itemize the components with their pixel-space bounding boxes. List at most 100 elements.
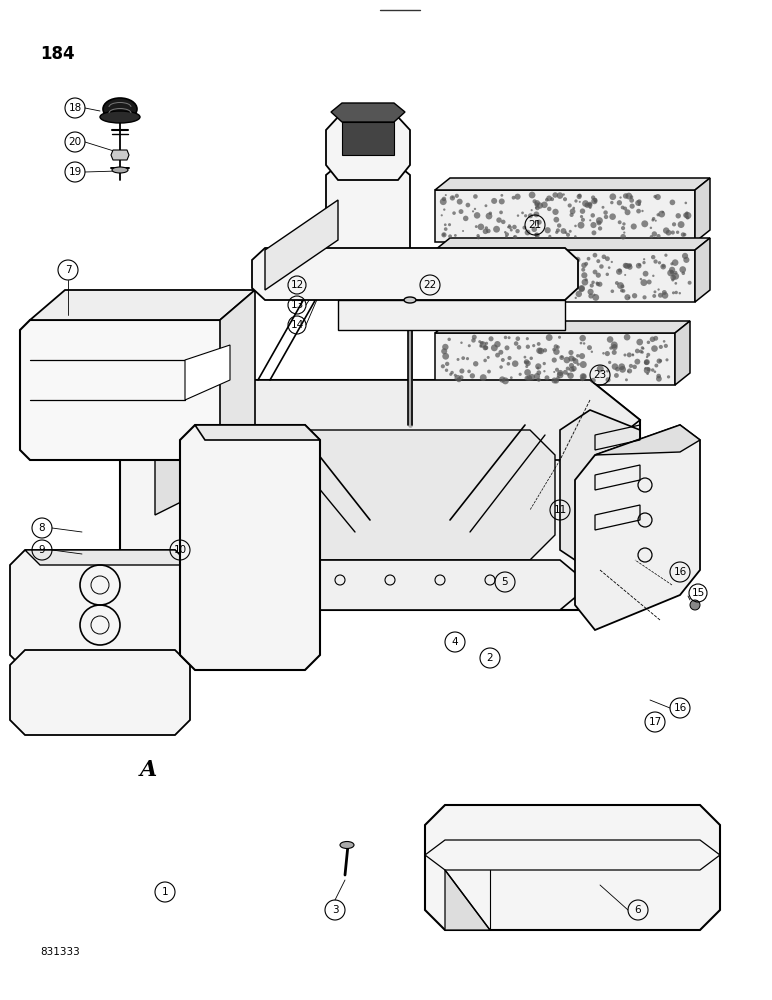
Circle shape: [505, 345, 510, 350]
Circle shape: [506, 261, 509, 263]
Circle shape: [565, 270, 567, 273]
Polygon shape: [195, 425, 320, 440]
Circle shape: [570, 209, 575, 214]
Circle shape: [469, 373, 475, 379]
Circle shape: [452, 262, 455, 265]
Text: 16: 16: [673, 567, 686, 577]
Circle shape: [542, 274, 546, 278]
Circle shape: [573, 358, 578, 364]
Circle shape: [662, 290, 667, 295]
Circle shape: [537, 342, 540, 346]
Circle shape: [635, 200, 641, 206]
Circle shape: [455, 273, 459, 276]
Circle shape: [535, 233, 540, 238]
Circle shape: [463, 216, 469, 221]
Circle shape: [558, 336, 561, 339]
Circle shape: [513, 235, 517, 239]
Circle shape: [567, 372, 574, 379]
Circle shape: [489, 212, 492, 215]
Text: 14: 14: [290, 320, 303, 330]
Circle shape: [550, 197, 554, 201]
Circle shape: [448, 338, 451, 341]
Circle shape: [627, 368, 632, 374]
Circle shape: [507, 356, 512, 360]
Circle shape: [458, 266, 462, 270]
Circle shape: [623, 193, 628, 199]
Circle shape: [642, 271, 648, 277]
Circle shape: [485, 204, 487, 207]
Circle shape: [445, 194, 447, 196]
Circle shape: [513, 236, 516, 238]
Circle shape: [621, 206, 625, 209]
Circle shape: [652, 275, 655, 277]
Circle shape: [642, 295, 647, 299]
Circle shape: [644, 360, 649, 365]
Circle shape: [567, 373, 570, 376]
Circle shape: [457, 199, 462, 205]
Circle shape: [615, 281, 619, 285]
Circle shape: [461, 273, 465, 276]
Circle shape: [516, 345, 521, 350]
Circle shape: [515, 194, 520, 200]
Circle shape: [608, 361, 611, 364]
Circle shape: [445, 362, 449, 366]
Circle shape: [581, 377, 584, 381]
Polygon shape: [595, 425, 700, 455]
Polygon shape: [20, 320, 230, 460]
Circle shape: [555, 368, 559, 372]
Circle shape: [471, 338, 476, 343]
Circle shape: [541, 271, 545, 275]
Circle shape: [533, 199, 537, 203]
Circle shape: [665, 230, 672, 236]
Polygon shape: [695, 238, 710, 302]
Circle shape: [572, 357, 576, 361]
Circle shape: [569, 363, 574, 368]
Circle shape: [660, 264, 666, 269]
Circle shape: [516, 214, 520, 217]
Circle shape: [463, 274, 467, 278]
Circle shape: [581, 268, 585, 272]
Circle shape: [581, 374, 586, 379]
Circle shape: [644, 359, 650, 365]
Circle shape: [593, 253, 598, 258]
Circle shape: [631, 223, 637, 230]
Circle shape: [611, 350, 617, 355]
Circle shape: [472, 210, 474, 212]
Circle shape: [537, 370, 541, 375]
Circle shape: [498, 288, 499, 290]
Circle shape: [569, 290, 571, 292]
Circle shape: [506, 362, 510, 366]
Circle shape: [494, 341, 501, 347]
Circle shape: [556, 228, 560, 232]
Circle shape: [614, 373, 619, 378]
Circle shape: [533, 211, 540, 217]
Circle shape: [589, 219, 591, 221]
Circle shape: [499, 198, 505, 204]
Polygon shape: [220, 290, 255, 460]
Circle shape: [452, 211, 455, 215]
Text: 15: 15: [692, 588, 705, 598]
Circle shape: [479, 341, 486, 348]
Circle shape: [526, 294, 531, 299]
Circle shape: [543, 277, 547, 281]
Circle shape: [595, 281, 599, 285]
Circle shape: [629, 198, 634, 203]
Circle shape: [609, 213, 616, 220]
Circle shape: [646, 353, 650, 357]
Text: 23: 23: [594, 370, 607, 380]
Circle shape: [641, 351, 644, 354]
Circle shape: [683, 257, 689, 263]
Circle shape: [683, 212, 689, 218]
Circle shape: [627, 264, 631, 268]
Circle shape: [530, 209, 533, 211]
Circle shape: [543, 348, 547, 352]
Circle shape: [678, 221, 685, 228]
Circle shape: [653, 336, 659, 341]
Circle shape: [686, 211, 689, 215]
Circle shape: [591, 198, 598, 204]
Circle shape: [443, 257, 446, 259]
Circle shape: [577, 194, 582, 199]
Circle shape: [584, 202, 590, 208]
Circle shape: [537, 347, 543, 354]
Circle shape: [617, 282, 624, 289]
